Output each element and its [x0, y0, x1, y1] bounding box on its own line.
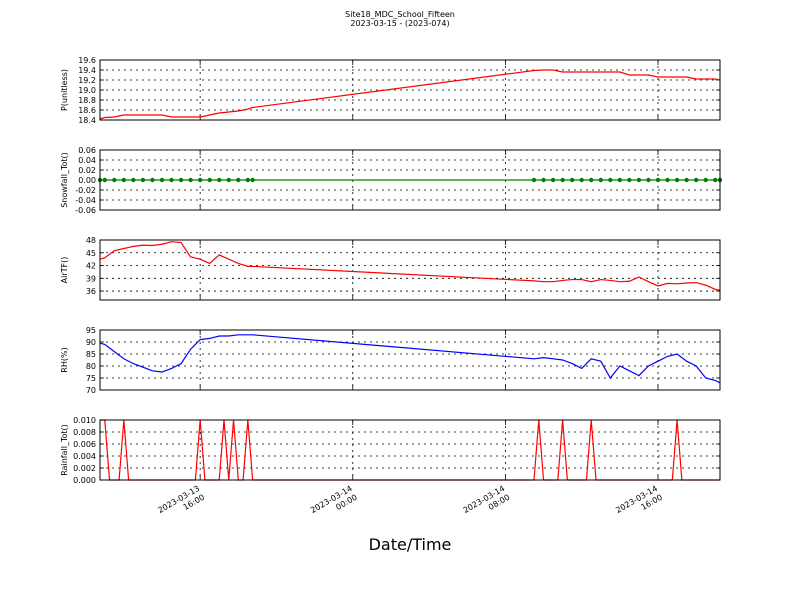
axes-frame — [99, 329, 721, 391]
data-point — [169, 177, 174, 183]
y-tick-label: -0.02 — [75, 186, 96, 195]
y-tick-label: 90 — [86, 338, 96, 347]
data-point — [693, 177, 699, 183]
data-line — [100, 419, 720, 481]
data-point — [684, 177, 689, 183]
data-line — [99, 241, 721, 291]
y-tick-label: 0.02 — [78, 166, 96, 175]
y-tick-label: 0.006 — [73, 440, 96, 449]
y-tick-label: -0.06 — [75, 206, 96, 215]
x-axis-label: Date/Time — [369, 535, 452, 554]
y-tick-label: 0.004 — [73, 452, 96, 461]
data-point — [178, 177, 184, 183]
y-tick-label: 75 — [86, 374, 96, 383]
data-point — [665, 177, 670, 183]
y-tick-label: 0.008 — [73, 428, 96, 437]
y-axis-label: Rainfall_Tot() — [60, 424, 69, 476]
data-point — [608, 177, 613, 183]
data-line — [99, 334, 721, 384]
axes-frame — [99, 239, 721, 301]
data-point — [531, 177, 537, 183]
data-point — [226, 177, 231, 183]
data-point — [140, 177, 146, 183]
y-tick-label: 80 — [86, 362, 96, 371]
y-tick-label: 0.010 — [73, 416, 96, 425]
data-point — [713, 177, 718, 183]
data-point — [541, 177, 546, 183]
data-point — [636, 177, 642, 183]
y-tick-label: 19.4 — [78, 66, 96, 75]
data-point — [598, 177, 603, 183]
y-tick-label: 19.6 — [78, 56, 96, 65]
y-tick-label: 18.8 — [78, 96, 96, 105]
data-point — [102, 177, 107, 183]
data-point — [217, 177, 222, 183]
y-axis-label: AirTF() — [60, 257, 69, 284]
data-point — [112, 177, 117, 183]
data-point — [617, 177, 623, 183]
axes-frame — [99, 419, 721, 481]
y-tick-label: 42 — [86, 262, 96, 271]
data-point — [674, 177, 680, 183]
y-tick-label: 18.6 — [78, 106, 96, 115]
data-point — [589, 177, 594, 183]
data-point — [569, 177, 575, 183]
y-tick-label: 95 — [86, 326, 96, 335]
y-tick-label: 19.0 — [78, 86, 96, 95]
data-point — [646, 177, 651, 183]
y-axis-label: P(unitless) — [60, 69, 69, 111]
data-point — [188, 177, 193, 183]
y-tick-label: 0.000 — [73, 476, 96, 485]
axes-frame — [99, 59, 721, 121]
y-tick-label: 48 — [86, 236, 96, 245]
data-line — [99, 69, 721, 120]
x-tick-label: 2023-03-1408:00 — [462, 484, 512, 524]
subtitle: 2023-03-15 - (2023-074) — [350, 19, 449, 28]
data-point — [245, 177, 251, 183]
y-tick-label: 39 — [86, 274, 96, 283]
data-point — [655, 177, 661, 183]
y-tick-label: 0.06 — [78, 146, 96, 155]
y-tick-label: 0.04 — [78, 156, 96, 165]
y-tick-label: 0.00 — [78, 176, 96, 185]
y-axis-label: Snowfall_Tot() — [60, 152, 69, 208]
data-point — [131, 177, 136, 183]
data-point — [150, 177, 155, 183]
y-tick-label: 85 — [86, 350, 96, 359]
data-point — [250, 177, 255, 183]
y-tick-label: 19.2 — [78, 76, 96, 85]
x-tick-label: 2023-03-1316:00 — [156, 484, 206, 524]
y-tick-label: 70 — [86, 386, 96, 395]
y-tick-label: -0.04 — [75, 196, 96, 205]
data-point — [197, 177, 203, 183]
x-tick-label: 2023-03-1400:00 — [309, 484, 359, 524]
data-point — [627, 177, 632, 183]
data-point — [579, 177, 584, 183]
data-point — [703, 177, 708, 183]
y-tick-label: 36 — [86, 287, 96, 296]
y-tick-label: 18.4 — [78, 116, 96, 125]
axes-frame — [99, 149, 721, 211]
data-point — [159, 177, 165, 183]
data-point — [560, 177, 565, 183]
data-point — [207, 177, 212, 183]
y-tick-label: 45 — [86, 249, 96, 258]
y-tick-label: 0.002 — [73, 464, 96, 473]
title: Site18_MDC_School_Fifteen — [345, 10, 455, 19]
data-point — [121, 177, 127, 183]
data-point — [236, 177, 241, 183]
y-axis-label: RH(%) — [60, 347, 69, 372]
data-point — [550, 177, 556, 183]
x-tick-label: 2023-03-1416:00 — [614, 484, 664, 524]
